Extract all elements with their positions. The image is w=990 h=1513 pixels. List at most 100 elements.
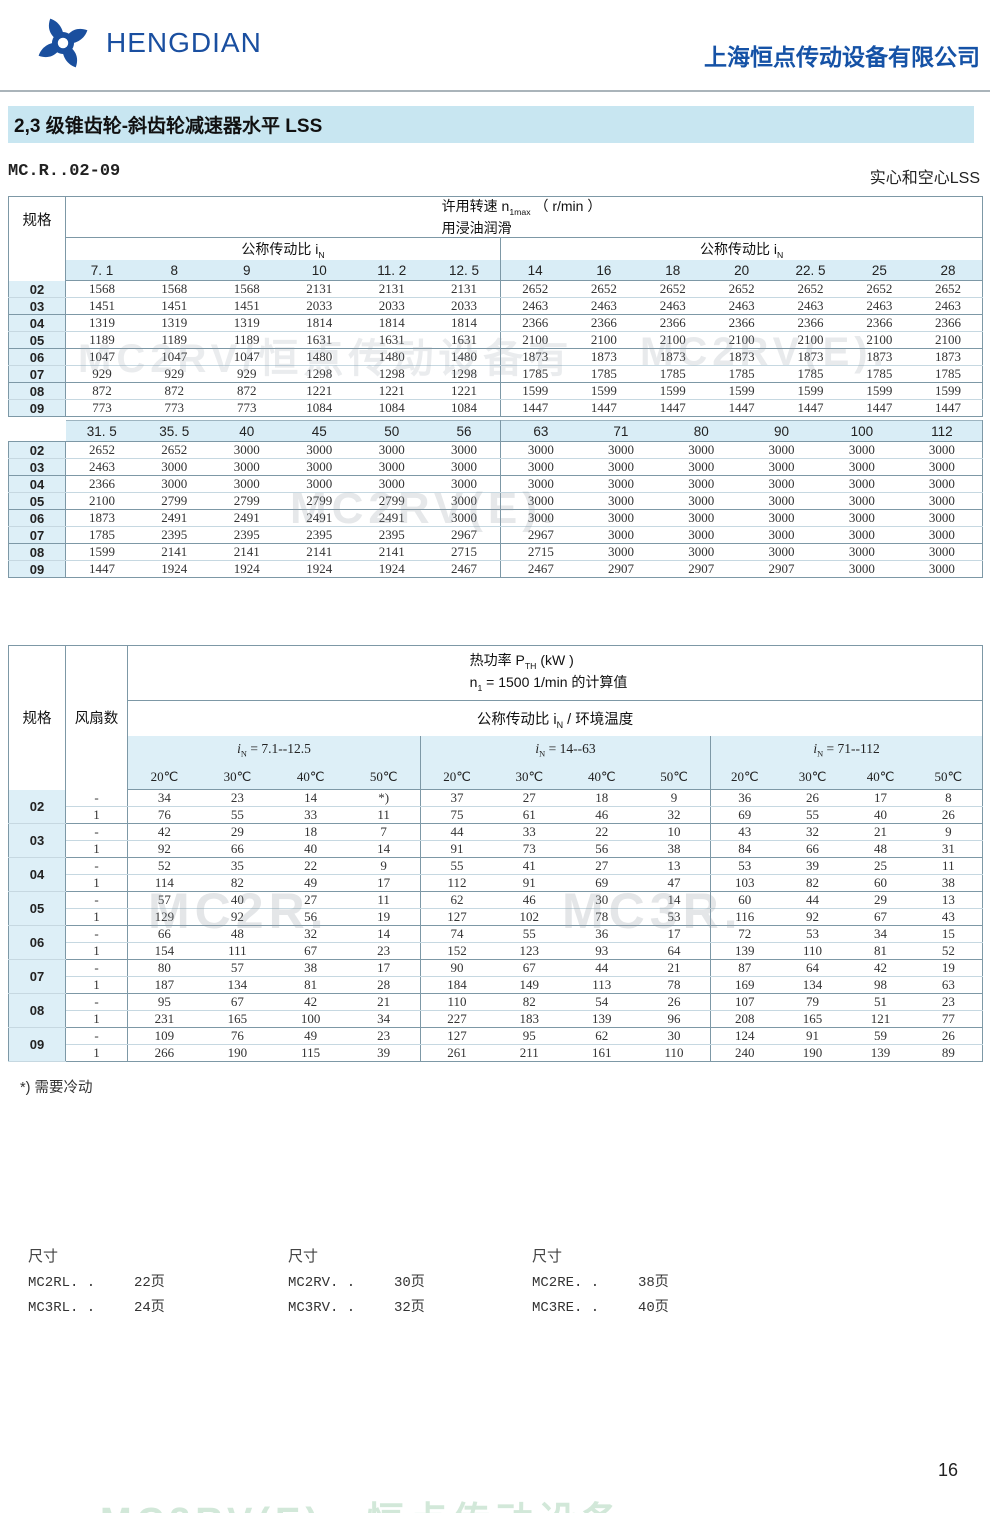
ratio-header-cell: 16 bbox=[569, 260, 639, 282]
fan-count-cell: - bbox=[65, 823, 128, 841]
table-row: 08-95 67 42 21 110 82 54 26 107 79 51 23 bbox=[8, 993, 983, 1028]
power-value-cell: 124 bbox=[710, 1027, 779, 1045]
power-value-cell: 31 bbox=[914, 840, 983, 858]
spec-cell: 06 bbox=[8, 509, 66, 527]
power-value-cell: 107 bbox=[710, 993, 779, 1011]
fan-count-cell: - bbox=[65, 891, 128, 909]
ratio-header-cell: 10 bbox=[283, 260, 356, 282]
model-code: MC2RL. . bbox=[28, 1275, 96, 1291]
spec-cell: 09 bbox=[8, 399, 66, 418]
ratio-temperature-header: 公称传动比 iN / 环境温度 bbox=[476, 711, 634, 730]
page-title: 2,3 级锥齿轮-斜齿轮减速器水平 LSS bbox=[8, 106, 974, 143]
speed-value-cell: 1447 bbox=[569, 399, 639, 418]
power-value-cell: 161 bbox=[565, 1044, 638, 1062]
power-value-cell: 76 bbox=[127, 806, 201, 824]
speed-value-cell: 1785 bbox=[65, 526, 138, 544]
speed-value-cell: 2131 bbox=[428, 280, 501, 299]
power-value-cell: 55 bbox=[200, 806, 274, 824]
speed-value-cell: 3000 bbox=[741, 441, 822, 459]
power-value-cell: 187 bbox=[127, 976, 201, 994]
temperature-header-cell: 20℃ bbox=[127, 764, 201, 790]
power-value-cell: 84 bbox=[710, 840, 779, 858]
speed-value-cell: 3000 bbox=[500, 458, 581, 476]
power-value-cell: 62 bbox=[420, 891, 493, 909]
speed-value-cell: 3000 bbox=[580, 526, 662, 544]
table-row: 06 1047 1047 1047 1480 1480 1480 1873 1873 1873 18… bbox=[8, 348, 983, 367]
speed-value-cell: 872 bbox=[210, 382, 283, 401]
speed-value-cell: 1631 bbox=[355, 331, 428, 350]
temperature-header-cell: 30℃ bbox=[493, 764, 566, 790]
speed-value-cell: 2799 bbox=[283, 492, 356, 510]
fan-count-cell: 1 bbox=[65, 942, 128, 960]
speed-value-cell: 2715 bbox=[500, 543, 581, 561]
speed-value-cell: 1873 bbox=[569, 348, 639, 367]
power-value-cell: 231 bbox=[127, 1010, 201, 1028]
speed-value-cell: 1814 bbox=[283, 314, 356, 333]
speed-value-cell: 2799 bbox=[355, 492, 428, 510]
table-row: 04 2366 3000 3000 3000 3000 3000 3000 3000 3000 30… bbox=[8, 475, 983, 493]
speed-value-cell: 3000 bbox=[661, 509, 742, 527]
power-value-cell: 43 bbox=[710, 823, 779, 841]
speed-value-cell: 2366 bbox=[500, 314, 570, 333]
table-row: 08 872 872 872 1221 1221 1221 1599 1599 1599 1599 1… bbox=[8, 382, 983, 401]
power-value-cell: 73 bbox=[493, 840, 566, 858]
power-value-cell: 67 bbox=[274, 942, 348, 960]
power-value-cell: 21 bbox=[638, 959, 711, 977]
power-value-cell: 11 bbox=[347, 806, 422, 824]
speed-value-cell: 3000 bbox=[500, 475, 581, 493]
power-value-cell: 17 bbox=[638, 925, 711, 943]
spec-cell: 07 bbox=[8, 526, 66, 544]
spec-cell: 06 bbox=[8, 348, 66, 367]
ratio-header-cell: 100 bbox=[821, 420, 902, 442]
power-value-cell: 40 bbox=[200, 891, 274, 909]
ratio-header-cell: 22. 5 bbox=[776, 260, 845, 282]
power-value-cell: 26 bbox=[638, 993, 711, 1011]
speed-value-cell: 773 bbox=[65, 399, 138, 418]
dimension-references: 尺寸 MC2RL. . 22页 MC3RL. . 24页 尺寸 MC2RV. . 30页 MC3… bbox=[0, 1245, 990, 1316]
speed-value-cell: 1084 bbox=[283, 399, 356, 418]
speed-value-cell: 2907 bbox=[741, 560, 822, 578]
speed-value-cell: 1319 bbox=[138, 314, 211, 333]
power-value-cell: 57 bbox=[200, 959, 274, 977]
speed-value-cell: 1785 bbox=[638, 365, 708, 384]
power-value-cell: 21 bbox=[846, 823, 915, 841]
table-row: 1 114 82 49 17 112 91 69 47 103 82 60 38 bbox=[9, 874, 983, 892]
power-value-cell: 87 bbox=[710, 959, 779, 977]
table-row: 08 1599 2141 2141 2141 2141 2715 2715 3000 3000 30… bbox=[8, 543, 983, 561]
power-value-cell: 67 bbox=[200, 993, 274, 1011]
speed-value-cell: 1631 bbox=[283, 331, 356, 350]
power-value-cell: 60 bbox=[710, 891, 779, 909]
ratio-header-cell: 14 bbox=[500, 260, 570, 282]
speed-value-cell: 3000 bbox=[500, 509, 581, 527]
power-value-cell: 23 bbox=[347, 942, 422, 960]
power-value-cell: 154 bbox=[127, 942, 201, 960]
speed-value-cell: 2463 bbox=[638, 297, 708, 316]
power-value-cell: 38 bbox=[914, 874, 983, 892]
subscript: N bbox=[318, 249, 325, 260]
header-divider bbox=[0, 90, 990, 92]
table-row: 02-34 23 14 *) 37 27 18 9 36 26 17 8 bbox=[8, 789, 983, 824]
speed-value-cell: 2463 bbox=[913, 297, 983, 316]
speed-value-cell: 2907 bbox=[661, 560, 742, 578]
power-value-cell: 46 bbox=[565, 806, 638, 824]
power-value-cell: 13 bbox=[914, 891, 983, 909]
power-value-cell: 67 bbox=[493, 959, 566, 977]
spec-cell: 04 bbox=[8, 314, 66, 333]
power-value-cell: 32 bbox=[778, 823, 847, 841]
speed-value-cell: 1568 bbox=[65, 280, 138, 299]
power-value-cell: 22 bbox=[274, 857, 348, 875]
power-value-cell: 82 bbox=[778, 874, 847, 892]
speed-value-cell: 3000 bbox=[138, 475, 211, 493]
speed-value-cell: 1447 bbox=[776, 399, 845, 418]
power-value-cell: 42 bbox=[274, 993, 348, 1011]
power-value-cell: 8 bbox=[914, 789, 983, 807]
speed-value-cell: 3000 bbox=[283, 458, 356, 476]
power-value-cell: 62 bbox=[565, 1027, 638, 1045]
speed-value-cell: 3000 bbox=[580, 441, 662, 459]
ratio-header-cell: 8 bbox=[138, 260, 211, 282]
power-value-cell: 38 bbox=[274, 959, 348, 977]
power-value-cell: 30 bbox=[638, 1027, 711, 1045]
speed-value-cell: 2652 bbox=[707, 280, 777, 299]
power-value-cell: 35 bbox=[200, 857, 274, 875]
power-value-cell: 57 bbox=[127, 891, 201, 909]
